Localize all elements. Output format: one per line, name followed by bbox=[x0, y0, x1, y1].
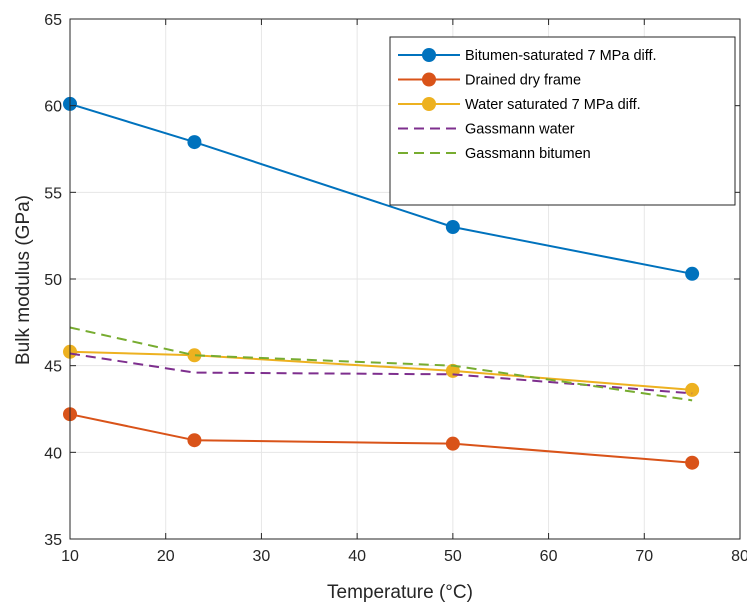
legend-label: Bitumen-saturated 7 MPa diff. bbox=[465, 48, 657, 64]
x-tick-label: 70 bbox=[635, 548, 653, 565]
legend-label: Gassmann bitumen bbox=[465, 146, 591, 162]
legend-label: Gassmann water bbox=[465, 122, 575, 138]
axes: 10 20 30 40 50 60 70 80 35 40 45 50 55 60 65 bbox=[44, 12, 747, 565]
y-tick-label: 55 bbox=[44, 185, 62, 202]
legend-item: Gassmann water bbox=[398, 122, 575, 138]
y-axis-label: Bulk modulus (GPa) bbox=[13, 195, 34, 365]
legend-item: Water saturated 7 MPa diff. bbox=[398, 97, 641, 113]
series-line bbox=[69, 350, 693, 391]
y-tick-label: 60 bbox=[44, 99, 62, 116]
legend-marker bbox=[422, 48, 436, 62]
series-4 bbox=[69, 352, 693, 395]
legend-box bbox=[389, 36, 736, 206]
x-tick-label: 40 bbox=[348, 548, 366, 565]
data-point bbox=[445, 436, 460, 451]
series-line bbox=[69, 413, 693, 464]
data-point bbox=[187, 348, 202, 363]
legend-item: Drained dry frame bbox=[398, 72, 581, 89]
x-tick-label: 80 bbox=[731, 548, 747, 565]
data-point bbox=[445, 220, 460, 234]
y-tick-label: 50 bbox=[44, 272, 62, 289]
series-2 bbox=[63, 407, 700, 470]
x-tick-label: 20 bbox=[157, 548, 175, 565]
legend-item: Gassmann bitumen bbox=[398, 146, 591, 162]
y-tick-label: 40 bbox=[44, 445, 62, 462]
data-point bbox=[187, 135, 202, 150]
legend: Bitumen-saturated 7 MPa diff. Drained dry… bbox=[389, 36, 736, 206]
x-tick-label: 10 bbox=[61, 548, 79, 565]
series-layer bbox=[63, 96, 700, 470]
data-point bbox=[685, 455, 700, 470]
legend-marker bbox=[422, 72, 436, 87]
data-point bbox=[685, 382, 700, 397]
legend-marker bbox=[422, 97, 436, 111]
data-point bbox=[685, 266, 700, 281]
x-tick-label: 50 bbox=[444, 548, 462, 565]
x-tick-label: 30 bbox=[253, 548, 271, 565]
series-line bbox=[69, 352, 693, 395]
series-line bbox=[69, 102, 693, 275]
legend-label: Water saturated 7 MPa diff. bbox=[465, 97, 641, 113]
y-tick-label: 45 bbox=[44, 359, 62, 376]
x-tick-label: 60 bbox=[540, 548, 558, 565]
series-1 bbox=[63, 96, 700, 281]
data-point bbox=[187, 433, 202, 448]
series-5 bbox=[69, 326, 693, 402]
legend-label: Drained dry frame bbox=[465, 73, 581, 89]
x-axis-label: Temperature (°C) bbox=[327, 582, 473, 603]
y-tick-label: 65 bbox=[44, 12, 62, 29]
series-line bbox=[69, 326, 693, 402]
legend-item: Bitumen-saturated 7 MPa diff. bbox=[398, 48, 657, 64]
y-tick-label: 35 bbox=[44, 532, 62, 549]
